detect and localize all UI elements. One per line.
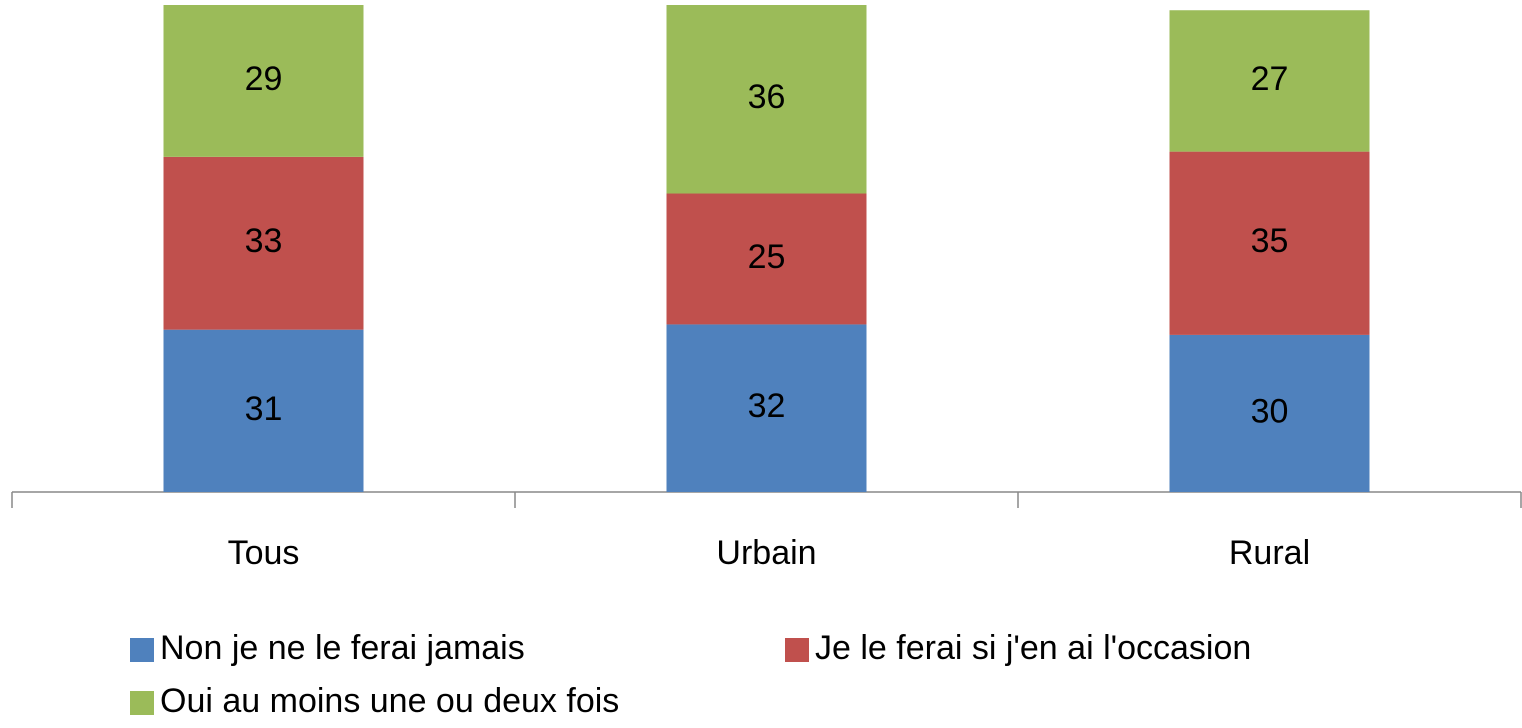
data-label: 33 xyxy=(245,222,283,260)
bar-segment xyxy=(163,5,364,157)
data-label: 25 xyxy=(748,238,786,276)
legend-swatch xyxy=(785,638,809,662)
legend-label: Non je ne le ferai jamais xyxy=(160,629,525,667)
legend-swatch xyxy=(130,638,154,662)
data-label: 27 xyxy=(1251,60,1289,98)
data-label: 29 xyxy=(245,60,283,98)
legend-label: Je le ferai si j'en ai l'occasion xyxy=(815,629,1251,667)
bar-segment xyxy=(1169,334,1370,492)
bar-segment xyxy=(1169,10,1370,152)
data-label: 36 xyxy=(748,78,786,116)
data-label: 31 xyxy=(245,390,283,428)
x-tick-label: Rural xyxy=(1229,534,1310,572)
x-tick-label: Tous xyxy=(228,534,300,572)
bar-segment xyxy=(666,5,867,194)
data-label: 35 xyxy=(1251,222,1289,260)
bar-segment xyxy=(163,156,364,330)
data-label: 30 xyxy=(1251,392,1289,430)
bar-segment xyxy=(1169,151,1370,335)
legend-label: Oui au moins une ou deux fois xyxy=(160,682,619,720)
data-label: 32 xyxy=(748,387,786,425)
bar-segment xyxy=(666,193,867,325)
legend-swatch xyxy=(130,691,154,715)
bar-segment xyxy=(163,329,364,492)
bar-segment xyxy=(666,324,867,492)
x-tick-label: Urbain xyxy=(716,534,816,572)
